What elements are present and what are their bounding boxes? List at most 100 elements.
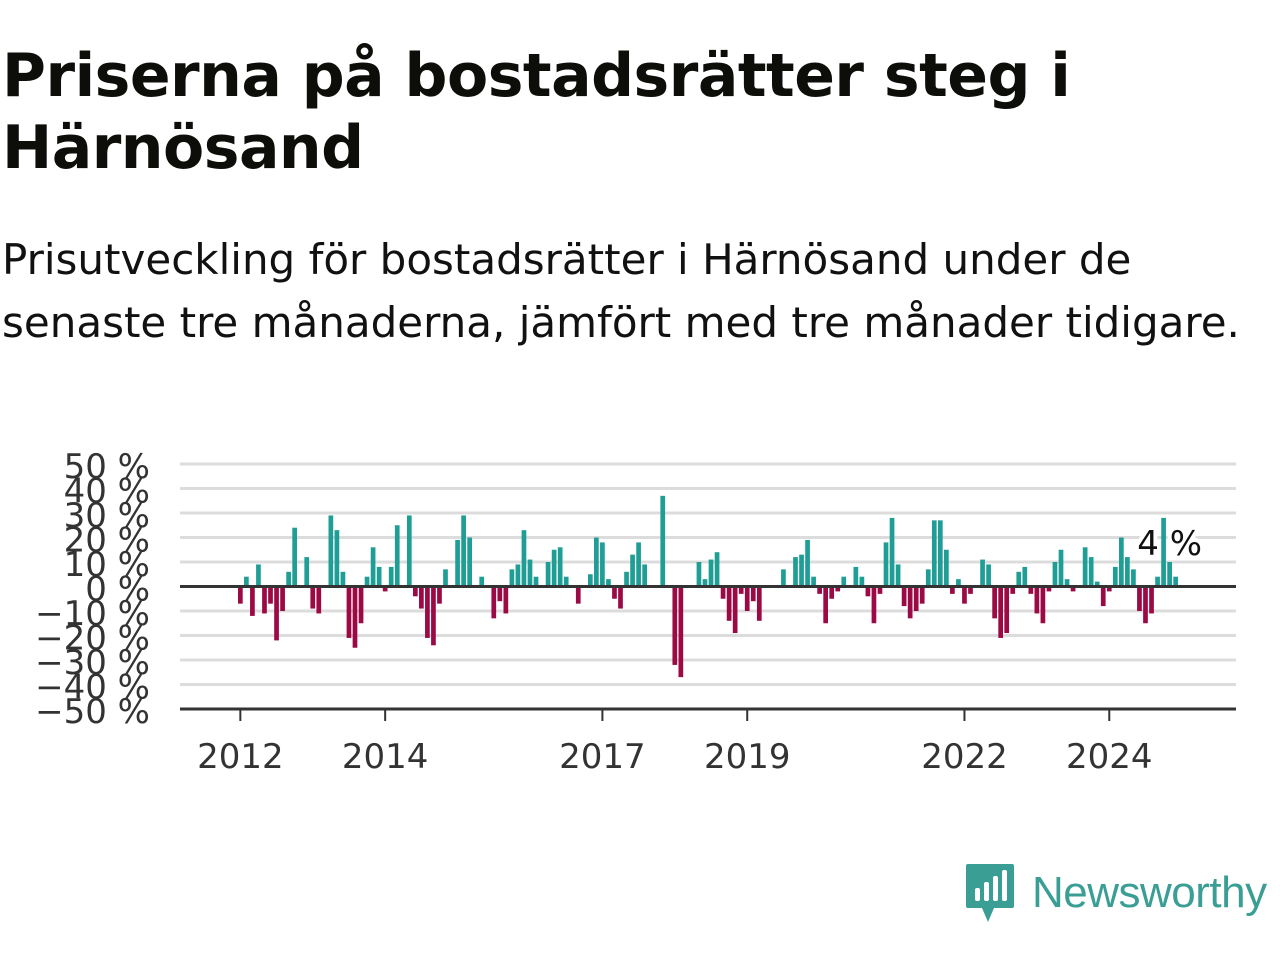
bar: [660, 495, 666, 587]
bar: [944, 549, 949, 587]
newsworthy-logo-icon: [966, 864, 1014, 922]
bar: [744, 586, 750, 611]
bar: [1034, 586, 1040, 614]
brand-name: Newsworthy: [1032, 868, 1267, 917]
bar: [1106, 586, 1112, 592]
bar: [503, 586, 509, 614]
bar: [1070, 586, 1076, 592]
bar: [304, 557, 310, 587]
bar: [901, 586, 907, 607]
bar: [431, 586, 436, 646]
bar: [1155, 576, 1160, 587]
bar: [334, 530, 340, 587]
bar: [925, 569, 931, 587]
bar: [913, 586, 919, 611]
bar: [1040, 586, 1046, 624]
bar: [756, 586, 762, 621]
bar: [678, 586, 684, 678]
bar: [1118, 537, 1124, 587]
bar: [262, 586, 267, 614]
bar: [491, 586, 497, 619]
bar: [817, 586, 822, 594]
bar: [358, 586, 364, 624]
latest-value-label: 4 %: [1137, 524, 1202, 564]
x-tick-label: 2019: [704, 737, 791, 777]
bar: [1149, 586, 1154, 614]
bar: [781, 569, 786, 587]
bar: [370, 547, 376, 587]
y-tick-label: 10 %: [64, 545, 150, 585]
bar: [1028, 586, 1034, 594]
y-tick-label: 30 %: [64, 496, 150, 536]
x-tick-label: 2022: [921, 737, 1008, 777]
bar: [437, 586, 442, 604]
bar: [992, 586, 997, 619]
bar: [980, 559, 985, 587]
bar: [545, 562, 551, 587]
axes: [180, 585, 1236, 721]
bar: [1022, 566, 1028, 587]
bar: [1004, 586, 1010, 634]
bar: [606, 579, 611, 587]
bar: [998, 586, 1004, 638]
bar: [1167, 562, 1172, 587]
bar: [877, 586, 883, 594]
bar: [889, 517, 895, 587]
bar: [907, 586, 913, 619]
bar: [1010, 586, 1016, 594]
bar: [799, 554, 804, 587]
bar: [950, 586, 955, 594]
bar: [382, 586, 388, 592]
bar: [388, 566, 394, 587]
bars: [237, 495, 1179, 678]
bar: [1046, 586, 1052, 592]
bar: [811, 576, 816, 587]
bar: [642, 564, 647, 587]
bar: [497, 586, 503, 602]
bar: [823, 586, 829, 624]
bar: [587, 574, 593, 587]
bar: [708, 559, 714, 587]
bar: [455, 539, 460, 587]
bar: [346, 586, 352, 638]
bar: [310, 586, 316, 609]
bar: [237, 586, 243, 604]
bar: [1137, 586, 1142, 611]
bar: [419, 586, 424, 609]
bar: [256, 564, 261, 587]
bar: [509, 569, 515, 587]
bar: [624, 571, 629, 587]
annotation-halo: 4 %: [1137, 524, 1202, 564]
bar: [702, 579, 708, 587]
bar: [1064, 579, 1070, 587]
bar: [859, 576, 865, 587]
bar: [738, 586, 744, 594]
newsworthy-brand[interactable]: Newsworthy: [964, 862, 1267, 924]
bar: [805, 539, 810, 587]
bar: [726, 586, 732, 621]
bar: [750, 586, 756, 602]
bar: [268, 586, 273, 604]
bar: [841, 576, 847, 587]
tick-labels: 50 %40 %30 %20 %10 %0 %−10 %−20 %−30 %−4…: [35, 447, 1206, 777]
bar: [1112, 566, 1118, 587]
bar: [793, 557, 798, 587]
bar: [672, 586, 678, 665]
bar: [316, 586, 322, 614]
bar: [895, 564, 901, 587]
bar: [461, 515, 466, 587]
bar: [630, 554, 635, 587]
bar: [280, 586, 285, 611]
bar: [1094, 581, 1100, 587]
bar: [714, 552, 720, 587]
bar: [618, 586, 623, 609]
bar: [406, 515, 412, 587]
y-tick-label: −40 %: [35, 668, 150, 708]
bar: [720, 586, 726, 599]
bar: [865, 586, 871, 597]
bar: [328, 515, 334, 587]
bar: [244, 576, 249, 587]
bar: [292, 527, 298, 587]
bar: [835, 586, 841, 592]
y-tick-label: 50 %: [64, 447, 150, 487]
